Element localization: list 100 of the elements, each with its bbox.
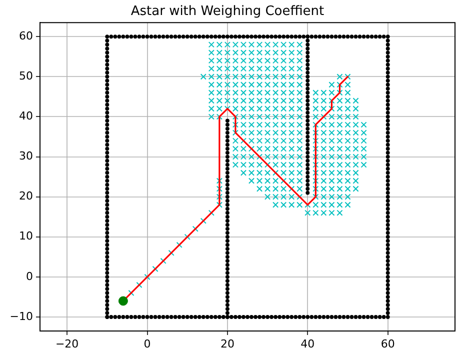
point bbox=[225, 186, 230, 191]
point bbox=[306, 122, 310, 127]
point bbox=[306, 162, 310, 167]
point bbox=[306, 98, 310, 103]
point bbox=[306, 110, 310, 115]
point bbox=[225, 282, 230, 287]
point bbox=[225, 122, 230, 127]
point bbox=[225, 182, 230, 187]
point bbox=[225, 310, 230, 316]
y-tick-label: 0 bbox=[26, 270, 33, 283]
chart-title: Astar with Weighing Coeffient bbox=[130, 4, 324, 20]
point bbox=[306, 34, 310, 39]
y-tick-label: 50 bbox=[19, 70, 33, 83]
point bbox=[306, 142, 310, 147]
point bbox=[225, 202, 230, 207]
point bbox=[225, 278, 230, 283]
point bbox=[225, 270, 230, 275]
point bbox=[225, 294, 230, 300]
point bbox=[306, 38, 310, 43]
point bbox=[306, 186, 310, 191]
point bbox=[225, 190, 230, 195]
point bbox=[306, 182, 310, 187]
x-tick-label: 20 bbox=[220, 337, 234, 350]
point bbox=[306, 54, 310, 59]
point bbox=[225, 254, 230, 259]
point bbox=[306, 46, 310, 51]
point bbox=[225, 194, 230, 199]
point bbox=[225, 154, 230, 159]
point bbox=[225, 230, 230, 235]
point bbox=[306, 62, 310, 67]
point bbox=[225, 246, 230, 251]
point bbox=[306, 70, 310, 75]
x-tick-label: 60 bbox=[380, 337, 395, 350]
point bbox=[306, 126, 310, 131]
point bbox=[225, 266, 230, 271]
point bbox=[225, 142, 230, 147]
point bbox=[306, 134, 310, 139]
point bbox=[306, 130, 310, 135]
point bbox=[306, 102, 310, 107]
point bbox=[306, 158, 310, 163]
point bbox=[225, 258, 230, 263]
point bbox=[225, 238, 230, 243]
x-tick-label: 40 bbox=[300, 337, 315, 350]
point bbox=[225, 166, 230, 171]
point bbox=[225, 206, 230, 211]
point bbox=[306, 42, 310, 47]
point bbox=[306, 74, 310, 79]
point bbox=[225, 158, 230, 163]
point bbox=[306, 82, 310, 87]
y-tick-label: 20 bbox=[19, 190, 33, 203]
point bbox=[225, 170, 230, 175]
x-tick-label: −20 bbox=[55, 337, 79, 350]
y-tick-label: 60 bbox=[19, 29, 33, 42]
point bbox=[225, 214, 230, 219]
y-tick-label: 30 bbox=[19, 150, 33, 163]
point bbox=[306, 58, 310, 63]
point bbox=[225, 138, 230, 143]
y-tick-label: 10 bbox=[19, 230, 33, 243]
point bbox=[225, 174, 230, 179]
point bbox=[306, 190, 310, 195]
point bbox=[225, 290, 230, 295]
point bbox=[225, 150, 230, 155]
point bbox=[306, 178, 310, 183]
point bbox=[306, 170, 310, 175]
point bbox=[306, 146, 310, 151]
point bbox=[225, 130, 230, 135]
point bbox=[306, 66, 310, 71]
point bbox=[225, 250, 230, 255]
point bbox=[306, 166, 310, 171]
point bbox=[118, 296, 128, 306]
point bbox=[225, 274, 230, 279]
point bbox=[225, 242, 230, 247]
point bbox=[306, 154, 310, 159]
point bbox=[306, 94, 310, 99]
point bbox=[225, 126, 230, 131]
y-tick-label: −10 bbox=[10, 310, 33, 323]
point bbox=[225, 222, 230, 227]
point bbox=[306, 50, 310, 55]
point bbox=[225, 262, 230, 267]
point bbox=[306, 86, 310, 91]
point bbox=[306, 174, 310, 179]
point bbox=[225, 162, 230, 167]
point bbox=[225, 302, 230, 308]
point bbox=[306, 90, 310, 95]
point bbox=[225, 286, 230, 291]
point bbox=[225, 226, 230, 231]
point bbox=[225, 306, 230, 312]
point bbox=[306, 114, 310, 119]
x-tick-label: 0 bbox=[144, 337, 151, 350]
point bbox=[306, 78, 310, 83]
point bbox=[225, 218, 230, 223]
point bbox=[225, 210, 230, 215]
y-tick-label: 40 bbox=[19, 110, 33, 123]
point bbox=[306, 106, 310, 111]
point bbox=[225, 234, 230, 239]
point bbox=[225, 314, 230, 320]
point bbox=[225, 118, 230, 123]
point bbox=[225, 146, 230, 151]
point bbox=[306, 118, 310, 123]
point bbox=[306, 150, 310, 155]
